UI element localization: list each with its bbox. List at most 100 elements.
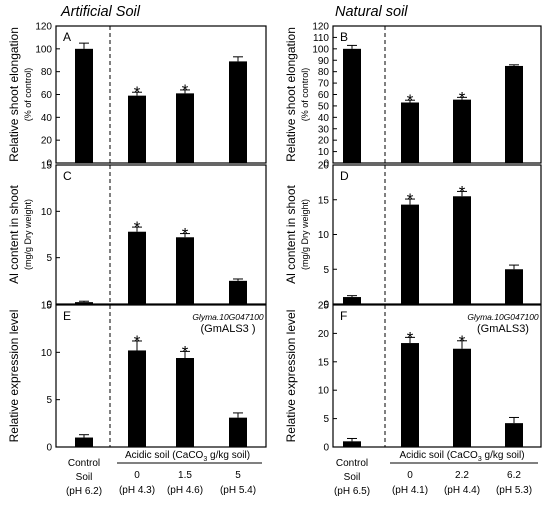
bar xyxy=(229,280,247,304)
bar xyxy=(128,350,146,447)
ph-label: (pH 4.1) xyxy=(392,485,428,496)
y-tick-label: 70 xyxy=(318,79,330,90)
control-soil-label: Soil xyxy=(344,472,361,483)
acidic-label-post: g/kg soil) xyxy=(207,450,250,461)
control-soil-label: (pH 6.5) xyxy=(334,486,370,497)
column-title-natural: Natural soil xyxy=(335,4,408,20)
column-title-artificial: Artificial Soil xyxy=(60,4,141,20)
y-tick-label: 15 xyxy=(318,357,330,368)
bar xyxy=(505,423,523,447)
y-tick-label: 0 xyxy=(323,159,329,170)
chart-panel-f: 0 5 10 15 20 25 Relative expression level F Glym… xyxy=(284,301,542,454)
y-tick-label: 10 xyxy=(318,147,330,158)
y-axis-label: Relative expression level xyxy=(284,310,298,443)
y-tick-label: 5 xyxy=(323,265,329,276)
y-tick-label: 20 xyxy=(318,329,330,340)
y-tick-label: 10 xyxy=(41,348,53,359)
bar xyxy=(453,196,471,304)
x-axis-labels: Control Soil (pH 6.2) Acidic soil (CaCO3 g/… xyxy=(66,450,538,497)
bar xyxy=(453,348,471,447)
y-tick-label: 15 xyxy=(318,195,330,206)
y-axis-label: Al content in shoot xyxy=(284,184,298,283)
y-tick-label: 10 xyxy=(318,386,330,397)
y-tick-label: 110 xyxy=(313,33,329,44)
significance-star: * xyxy=(134,83,141,102)
acidic-label-post: g/kg soil) xyxy=(482,450,525,461)
y-tick-label: 5 xyxy=(323,414,329,425)
panel-frame xyxy=(332,304,542,448)
ph-label: (pH 4.4) xyxy=(444,485,480,496)
significance-star: * xyxy=(407,328,414,347)
gene-id: Glyma.10G047100 xyxy=(467,312,539,322)
panel-letter: C xyxy=(63,169,72,183)
bar xyxy=(401,102,419,163)
y-tick-label: 0 xyxy=(46,443,52,454)
y-tick-label: 0 xyxy=(46,300,52,311)
significance-star: * xyxy=(459,332,466,351)
y-tick-label: 20 xyxy=(318,161,330,172)
panel-frame xyxy=(55,304,267,448)
panel-letter: F xyxy=(340,309,347,323)
y-axis-sublabel: (mg/g Dry weight) xyxy=(300,199,310,270)
significance-star: * xyxy=(182,225,189,244)
ph-label: (pH 4.3) xyxy=(119,485,155,496)
panel-letter: A xyxy=(63,30,71,44)
panel-letter: E xyxy=(63,309,71,323)
amount-label: 0 xyxy=(407,470,413,481)
bar xyxy=(229,417,247,447)
y-axis-sublabel: (% of control) xyxy=(300,68,310,122)
control-soil-label: (pH 6.2) xyxy=(66,486,102,497)
y-tick-label: 15 xyxy=(41,301,53,312)
bar xyxy=(343,297,361,304)
gene-name: (GmALS3 ) xyxy=(200,323,255,335)
y-tick-label: 25 xyxy=(318,301,330,312)
y-tick-label: 50 xyxy=(318,101,330,112)
bar xyxy=(75,48,93,164)
panel-letter: B xyxy=(340,30,348,44)
y-tick-label: 0 xyxy=(323,443,329,454)
y-axis-label: Relative shoot elongation xyxy=(7,27,21,162)
y-tick-label: 120 xyxy=(35,22,52,33)
bar xyxy=(128,95,146,163)
gene-id: Glyma.10G047100 xyxy=(192,312,264,322)
panel-letter: D xyxy=(340,169,349,183)
significance-star: * xyxy=(407,190,414,209)
bar xyxy=(75,437,93,447)
ph-label: (pH 5.3) xyxy=(496,485,532,496)
amount-label: 6.2 xyxy=(507,470,521,481)
acidic-label-pre: Acidic soil (CaCO xyxy=(399,450,478,461)
panel-frame xyxy=(55,164,267,305)
y-tick-label: 0 xyxy=(46,159,52,170)
y-tick-label: 40 xyxy=(41,113,53,124)
y-tick-label: 60 xyxy=(318,90,330,101)
y-tick-label: 90 xyxy=(318,56,330,67)
y-axis-sublabel: (mg/g Dry weight) xyxy=(23,199,33,270)
bar xyxy=(343,48,361,164)
y-tick-label: 15 xyxy=(41,161,53,172)
chart-panel-c: 0 5 10 15 Al content in shoot (mg/g Dry weigh… xyxy=(7,161,267,311)
y-tick-label: 80 xyxy=(318,67,330,78)
control-soil-label: Control xyxy=(336,458,368,469)
acidic-soil-label: Acidic soil (CaCO3 g/kg soil) xyxy=(399,450,524,463)
ph-label: (pH 5.4) xyxy=(220,485,256,496)
bar xyxy=(505,65,523,163)
y-tick-label: 5 xyxy=(46,253,52,264)
ph-label: (pH 4.6) xyxy=(167,485,203,496)
bar xyxy=(176,237,194,304)
acidic-label-pre: Acidic soil (CaCO xyxy=(125,450,204,461)
amount-label: 2.2 xyxy=(455,470,469,481)
y-tick-label: 40 xyxy=(318,113,330,124)
y-tick-label: 100 xyxy=(35,44,52,55)
amount-label: 1.5 xyxy=(178,470,192,481)
y-tick-label: 80 xyxy=(41,67,53,78)
chart-panel-d: 0 5 10 15 20 Al content in shoot (mg/g Dry wei… xyxy=(284,161,542,311)
chart-panel-a: 0 20 40 60 80 100 120 Relative shoot elongation… xyxy=(7,22,267,170)
y-tick-label: 60 xyxy=(41,90,53,101)
significance-star: * xyxy=(459,88,466,107)
y-tick-label: 10 xyxy=(318,230,330,241)
chart-panel-e: 0 5 10 15 Relative expression level E Glyma.10… xyxy=(7,301,267,454)
x-labels-natural: Control Soil (pH 6.5) Acidic soil (CaCO3 g/… xyxy=(334,450,538,497)
